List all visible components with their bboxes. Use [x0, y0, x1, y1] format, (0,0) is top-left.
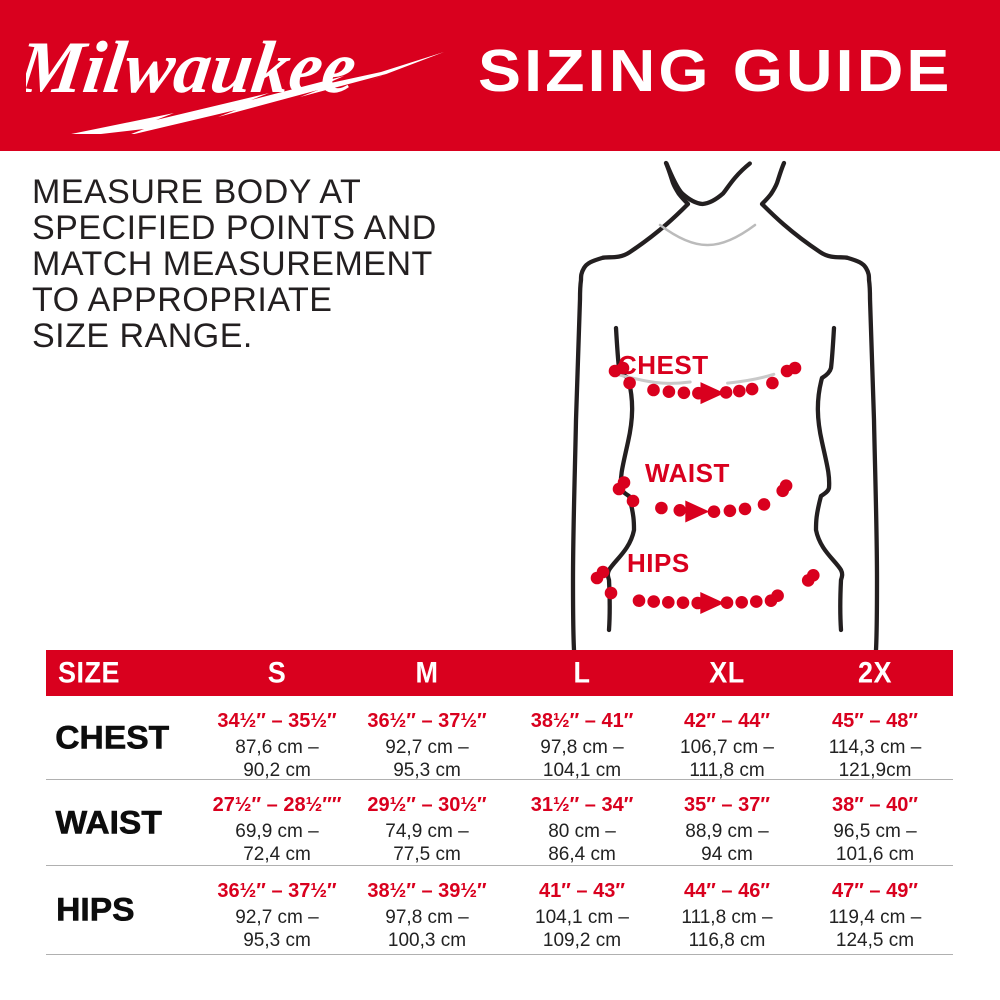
svg-text:HIPS: HIPS: [627, 548, 690, 578]
svg-text:WAIST: WAIST: [645, 458, 730, 488]
svg-text:CHEST: CHEST: [618, 350, 709, 380]
